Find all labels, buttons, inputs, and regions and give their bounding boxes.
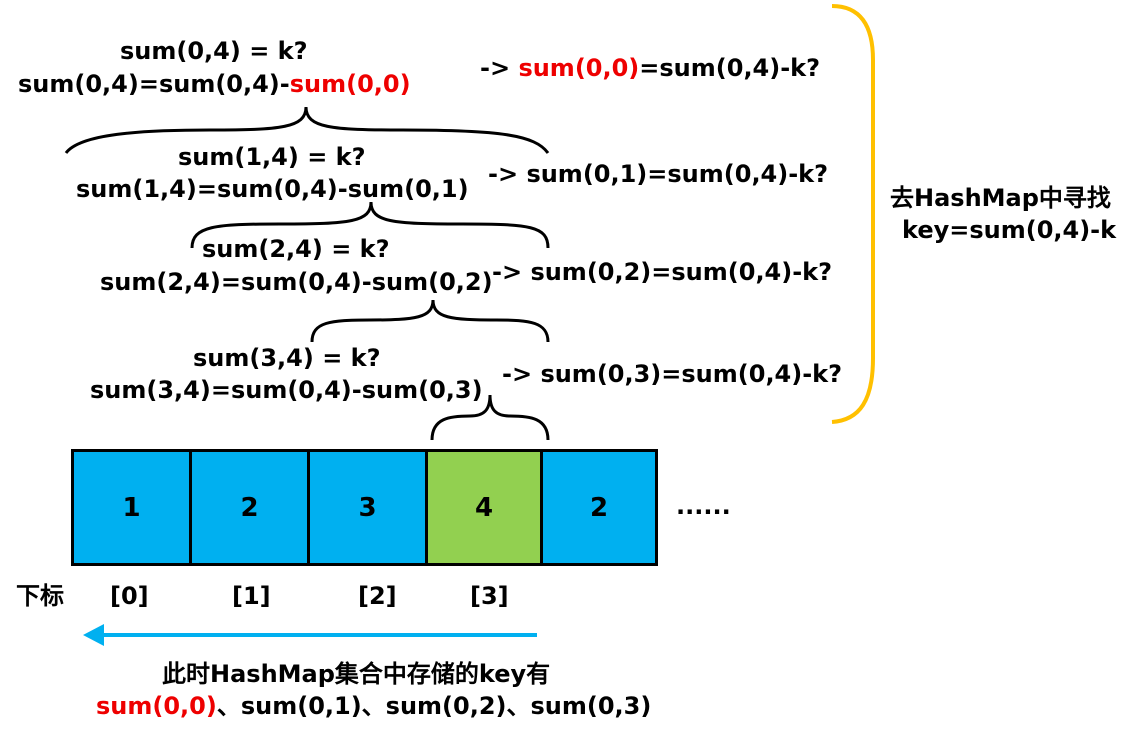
array-cell-0: 1 — [71, 449, 192, 566]
brace-2 — [310, 299, 550, 343]
bottom-note-rest: 、sum(0,1)、sum(0,2)、sum(0,3) — [216, 692, 652, 720]
right-note-line1: 去HashMap中寻找 — [890, 184, 1111, 212]
expr-term-1: sum(0,1) — [347, 175, 469, 203]
arrow-term-3: sum(0,3) — [540, 360, 662, 388]
brace-3 — [430, 394, 550, 441]
brace-0 — [64, 106, 550, 154]
bottom-note-red: sum(0,0) — [96, 692, 217, 720]
array-cell-1: 2 — [189, 449, 310, 566]
array-ellipsis: ...... — [676, 492, 731, 520]
right-note-line2: key=sum(0,4)-k — [902, 216, 1117, 244]
arrow-row-0: -> sum(0,0)=sum(0,4)-k? — [480, 54, 821, 82]
expr-term-0: sum(0,0) — [289, 70, 411, 98]
array-cell-3: 4 — [425, 449, 543, 566]
index-1: [1] — [232, 582, 271, 610]
expr-row-2: sum(2,4)=sum(0,4)-sum(0,2) — [100, 268, 493, 296]
array-cell-4: 2 — [540, 449, 658, 566]
index-3: [3] — [470, 582, 509, 610]
arrow-term-1: sum(0,1) — [526, 160, 648, 188]
brace-1 — [190, 201, 550, 249]
arrow-term-2: sum(0,2) — [530, 258, 652, 286]
index-label: 下标 — [16, 582, 64, 610]
expr-row-0: sum(0,4)=sum(0,4)-sum(0,0) — [18, 70, 411, 98]
expr-term-2: sum(0,2) — [371, 268, 493, 296]
bottom-note-line2: sum(0,0)、sum(0,1)、sum(0,2)、sum(0,3) — [96, 694, 651, 718]
index-0: [0] — [110, 582, 149, 610]
arrow-term-0: sum(0,0) — [518, 54, 640, 82]
array-cell-2: 3 — [307, 449, 428, 566]
eq-row-1: sum(1,4) = k? — [178, 143, 366, 171]
yellow-bracket — [831, 4, 875, 424]
blue-arrow-head — [83, 624, 104, 646]
index-2: [2] — [358, 582, 397, 610]
eq-row-3: sum(3,4) = k? — [193, 344, 381, 372]
arrow-row-3: -> sum(0,3)=sum(0,4)-k? — [502, 360, 843, 388]
arrow-row-2: -> sum(0,2)=sum(0,4)-k? — [492, 258, 833, 286]
eq-row-0: sum(0,4) = k? — [120, 37, 308, 65]
arrow-row-1: -> sum(0,1)=sum(0,4)-k? — [488, 160, 829, 188]
expr-row-3: sum(3,4)=sum(0,4)-sum(0,3) — [90, 376, 483, 404]
bottom-note-line1: 此时HashMap集合中存储的key有 — [162, 660, 551, 688]
eq-row-2: sum(2,4) = k? — [202, 235, 390, 263]
expr-term-3: sum(0,3) — [361, 376, 483, 404]
expr-row-1: sum(1,4)=sum(0,4)-sum(0,1) — [76, 175, 469, 203]
